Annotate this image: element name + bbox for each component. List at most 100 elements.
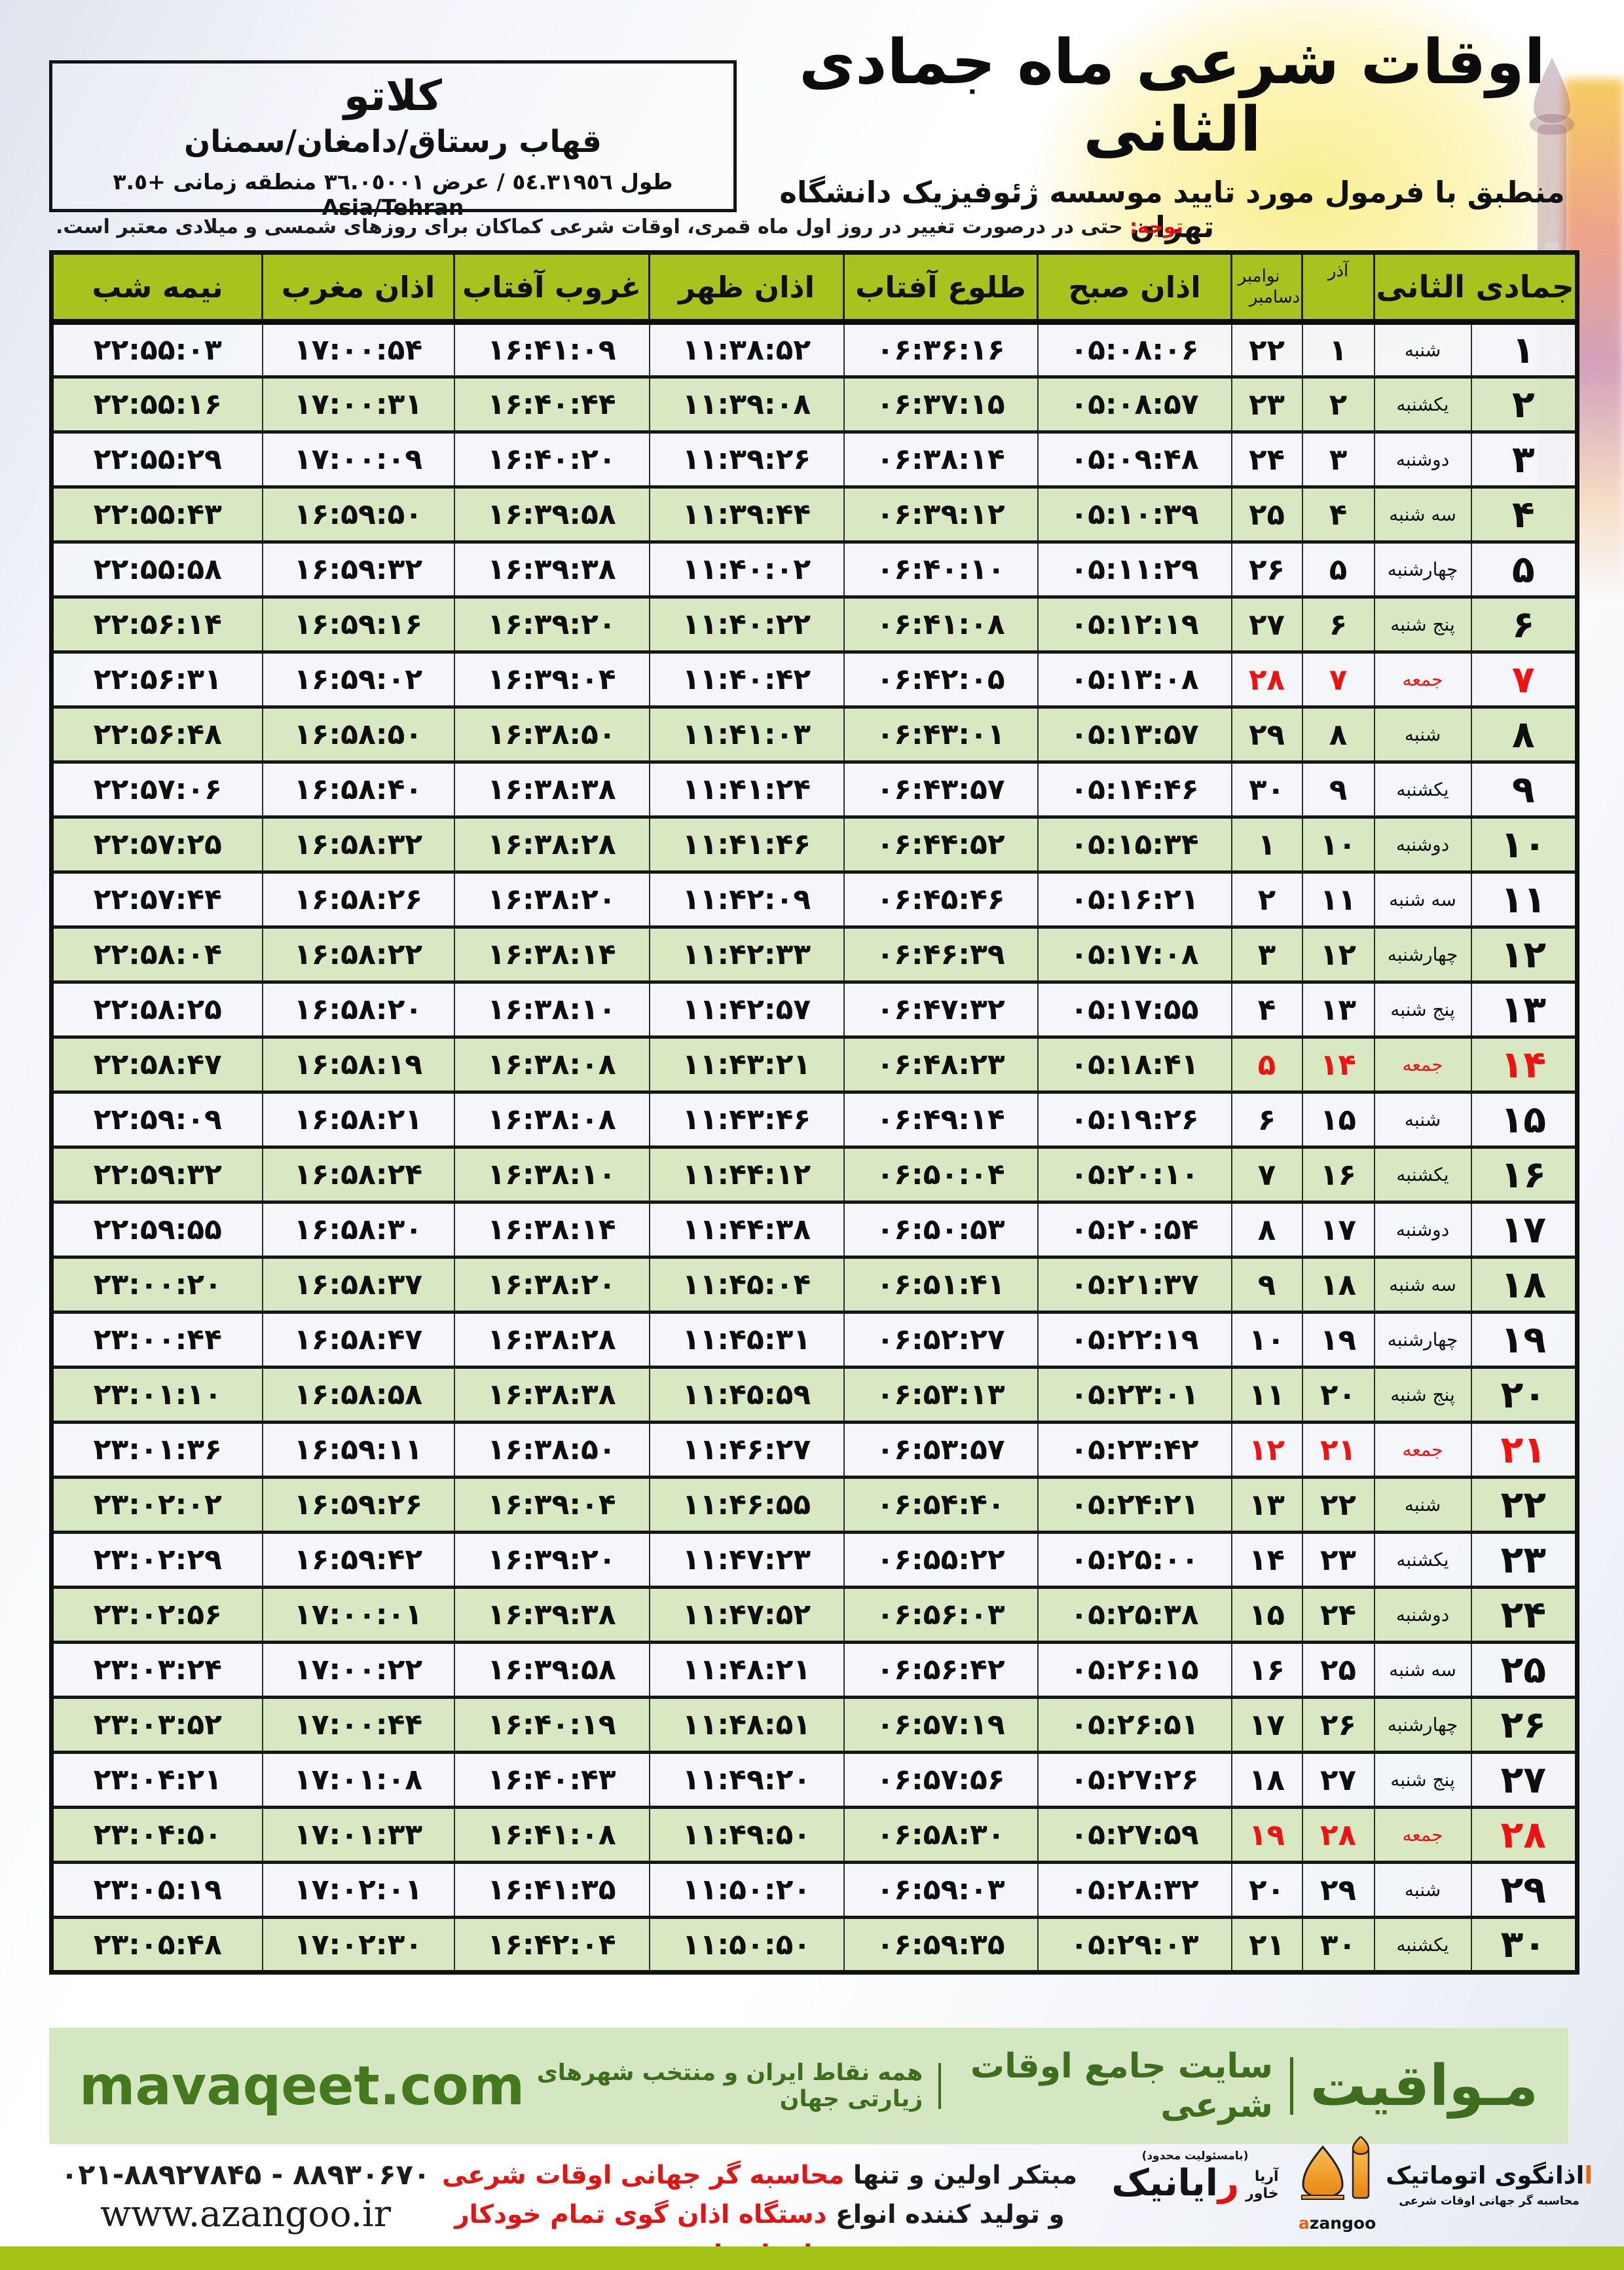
cell-sunrise: ۰۶:۵۹:۰۳ [843,1861,1039,1918]
cell-azar-day: ۲۳ [1301,1531,1375,1588]
notice-line: توجه: حتی در درصورت تغییر در روز اول ماه… [56,215,1183,238]
page-title: اوقات شرعی ماه جمادی الثانی [799,27,1545,166]
bottom-green-bar [0,2246,1624,2270]
cell-sunrise: ۰۶:۴۷:۳۲ [843,980,1039,1037]
cell-sunrise: ۰۶:۵۵:۲۲ [843,1531,1039,1588]
cell-sunset: ۱۶:۳۹:۲۰ [453,1531,650,1588]
table-row: ۲۰ پنج شنبه ۲۰ ۱۱ ۰۵:۲۳:۰۱ ۰۶:۵۳:۱۳ ۱۱:۴… [50,1366,1578,1423]
table-row: ۲ یکشنبه ۲ ۲۳ ۰۵:۰۸:۵۷ ۰۶:۳۷:۱۵ ۱۱:۳۹:۰۸… [50,375,1578,432]
notice-text: حتی در درصورت تغییر در روز اول ماه قمری،… [56,215,1130,238]
cell-sunset: ۱۶:۳۸:۲۰ [453,1256,650,1312]
azangoo-tagline: محاسبه گر جهانی اوقات شرعی [1399,2195,1579,2208]
cell-azan-sobh: ۰۵:۲۲:۱۹ [1037,1311,1232,1368]
cell-sunrise: ۰۶:۳۸:۱۴ [843,430,1039,487]
cell-azan-zohr: ۱۱:۴۱:۴۶ [648,815,845,872]
cell-sunrise: ۰۶:۴۵:۴۶ [843,870,1039,927]
contact-block: ۰۲۱-۸۸۹۲۷۸۴۵ - ۸۸۹۳۰۶۷۰ www.azangoo.ir [56,2159,435,2235]
cell-sunset: ۱۶:۴۰:۴۳ [453,1751,650,1808]
notice-label: توجه: [1130,215,1183,238]
cell-sunset: ۱۶:۳۸:۵۰ [453,1421,650,1478]
table-row: ۱۱ سه شنبه ۱۱ ۲ ۰۵:۱۶:۲۱ ۰۶:۴۵:۴۶ ۱۱:۴۲:… [50,870,1578,927]
cell-sunrise: ۰۶:۴۶:۳۹ [843,925,1039,982]
cell-month-day: ۱۸ [1470,1256,1578,1312]
cell-month-day: ۳۰ [1470,1916,1578,1973]
cell-sunset: ۱۶:۳۹:۰۴ [453,650,650,707]
cell-azan-maghreb: ۱۶:۵۹:۴۲ [261,1531,455,1588]
col-header-azan-zohr: اذان ظهر [648,252,845,325]
cell-sunrise: ۰۶:۵۷:۱۹ [843,1696,1039,1753]
cell-azan-sobh: ۰۵:۱۲:۱۹ [1037,595,1232,652]
cell-weekday: جمعه [1373,1806,1472,1863]
col-header-midnight: نیمه شب [50,252,263,325]
cell-month-day: ۱۴ [1470,1035,1578,1092]
cell-weekday: چهارشنبه [1373,925,1472,982]
cell-sunrise: ۰۶:۵۸:۳۰ [843,1806,1039,1863]
cell-azan-maghreb: ۱۶:۵۸:۲۱ [261,1090,455,1147]
cell-weekday: چهارشنبه [1373,540,1472,597]
cell-azan-sobh: ۰۵:۲۵:۰۰ [1037,1531,1232,1588]
cell-azan-maghreb: ۱۷:۰۲:۳۰ [261,1916,455,1973]
cell-azan-maghreb: ۱۷:۰۰:۵۴ [261,320,455,377]
table-row: ۳ دوشنبه ۳ ۲۴ ۰۵:۰۹:۴۸ ۰۶:۳۸:۱۴ ۱۱:۳۹:۲۶… [50,430,1578,487]
cell-azar-day: ۲۴ [1301,1586,1375,1643]
cell-weekday: پنج شنبه [1373,1366,1472,1423]
cell-sunset: ۱۶:۳۹:۲۰ [453,595,650,652]
cell-azan-zohr: ۱۱:۴۴:۳۸ [648,1200,845,1257]
cell-weekday: یکشنبه [1373,1916,1472,1973]
cell-weekday: دوشنبه [1373,1586,1472,1643]
cell-azan-zohr: ۱۱:۴۰:۰۲ [648,540,845,597]
cell-azar-day: ۲۹ [1301,1861,1375,1918]
table-row: ۲۵ سه شنبه ۲۵ ۱۶ ۰۵:۲۶:۱۵ ۰۶:۵۶:۴۲ ۱۱:۴۸… [50,1641,1578,1698]
rayanik-name-row: آریا خاور رایانیک [1087,2165,1303,2202]
cell-weekday: سه شنبه [1373,1641,1472,1698]
cell-sunset: ۱۶:۳۸:۱۰ [453,980,650,1037]
cell-azan-zohr: ۱۱:۴۷:۵۲ [648,1586,845,1643]
table-row: ۱۰ دوشنبه ۱۰ ۱ ۰۵:۱۵:۳۴ ۰۶:۴۴:۵۲ ۱۱:۴۱:۴… [50,815,1578,872]
table-row: ۱۲ چهارشنبه ۱۲ ۳ ۰۵:۱۷:۰۸ ۰۶:۴۶:۳۹ ۱۱:۴۲… [50,925,1578,982]
cell-midnight: ۲۳:۰۲:۵۶ [50,1586,263,1643]
cell-azan-maghreb: ۱۶:۵۹:۲۶ [261,1476,455,1533]
cell-sunrise: ۰۶:۴۰:۱۰ [843,540,1039,597]
cell-azan-sobh: ۰۵:۱۵:۳۴ [1037,815,1232,872]
cell-weekday: سه شنبه [1373,1256,1472,1312]
cell-azar-day: ۲۰ [1301,1366,1375,1423]
cell-azan-sobh: ۰۵:۱۷:۵۵ [1037,980,1232,1037]
cell-azar-day: ۲۱ [1301,1421,1375,1478]
cell-azan-maghreb: ۱۶:۵۹:۵۰ [261,485,455,542]
cell-azan-zohr: ۱۱:۳۹:۰۸ [648,375,845,432]
cell-azan-sobh: ۰۵:۲۳:۰۱ [1037,1366,1232,1423]
cell-novdec-day: ۹ [1230,1256,1303,1312]
cell-sunset: ۱۶:۴۰:۲۰ [453,430,650,487]
cell-sunrise: ۰۶:۵۰:۰۴ [843,1145,1039,1202]
cell-azar-day: ۵ [1301,540,1375,597]
cell-month-day: ۲۷ [1470,1751,1578,1808]
cell-sunset: ۱۶:۳۸:۱۴ [453,1200,650,1257]
cell-month-day: ۲۶ [1470,1696,1578,1753]
cell-sunset: ۱۶:۳۸:۲۰ [453,870,650,927]
rayanik-side-text: آریا خاور [1246,2168,1279,2202]
cell-midnight: ۲۲:۵۵:۰۳ [50,320,263,377]
rayanik-name: رایانیک [1111,2162,1240,2205]
cell-sunset: ۱۶:۳۸:۳۸ [453,1366,650,1423]
azangoo-icon-wrap: azangoo [1298,2135,1376,2233]
cell-month-day: ۲۹ [1470,1861,1578,1918]
cell-novdec-day: ۲۷ [1230,595,1303,652]
cell-azan-maghreb: ۱۶:۵۹:۳۲ [261,540,455,597]
cell-novdec-day: ۳۰ [1230,760,1303,817]
cell-sunrise: ۰۶:۵۳:۱۳ [843,1366,1039,1423]
cell-novdec-day: ۱۹ [1230,1806,1303,1863]
cell-sunset: ۱۶:۳۸:۰۸ [453,1035,650,1092]
cell-azan-sobh: ۰۵:۰۸:۰۶ [1037,320,1232,377]
cell-novdec-day: ۳ [1230,925,1303,982]
cell-midnight: ۲۲:۵۵:۲۹ [50,430,263,487]
cell-novdec-day: ۱۳ [1230,1476,1303,1533]
cell-azan-zohr: ۱۱:۳۹:۴۴ [648,485,845,542]
cell-azan-maghreb: ۱۷:۰۲:۰۱ [261,1861,455,1918]
col-header-azan-sobh: اذان صبح [1037,252,1232,325]
cell-azan-maghreb: ۱۶:۵۸:۵۰ [261,705,455,762]
col-header-month: جمادی الثانی [1373,252,1579,325]
cell-azar-day: ۱۶ [1301,1145,1375,1202]
cell-azan-sobh: ۰۵:۲۷:۲۶ [1037,1751,1232,1808]
cell-azan-maghreb: ۱۶:۵۸:۳۲ [261,815,455,872]
cell-midnight: ۲۲:۵۷:۰۶ [50,760,263,817]
